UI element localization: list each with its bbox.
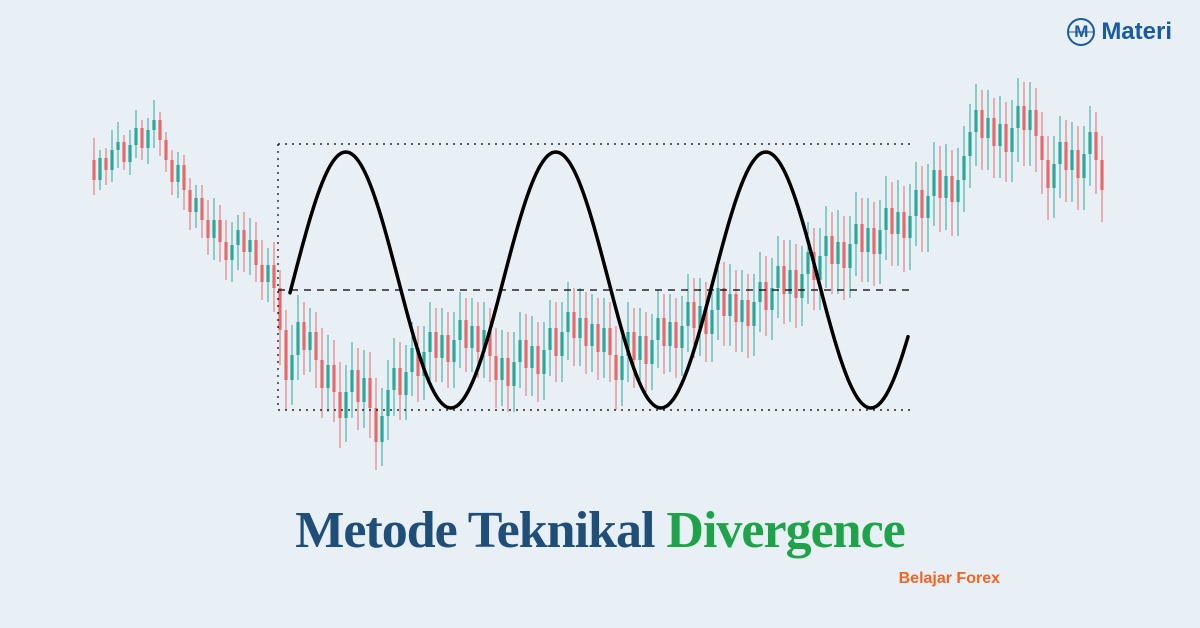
- headline-part2: Divergence: [666, 502, 904, 559]
- infographic-canvas: M Materi Metode Teknikal Divergence Bela…: [0, 0, 1200, 628]
- logo-letter: M: [1074, 22, 1088, 42]
- logo-text: Materi: [1101, 18, 1172, 46]
- brand-logo: M Materi: [1067, 18, 1172, 46]
- logo-icon: M: [1067, 18, 1095, 46]
- headline: Metode Teknikal Divergence: [0, 501, 1200, 560]
- subtitle: Belajar Forex: [899, 570, 1000, 588]
- headline-part1: Metode Teknikal: [295, 502, 654, 559]
- candlestick-chart: [90, 70, 1110, 490]
- chart-area: [90, 70, 1110, 490]
